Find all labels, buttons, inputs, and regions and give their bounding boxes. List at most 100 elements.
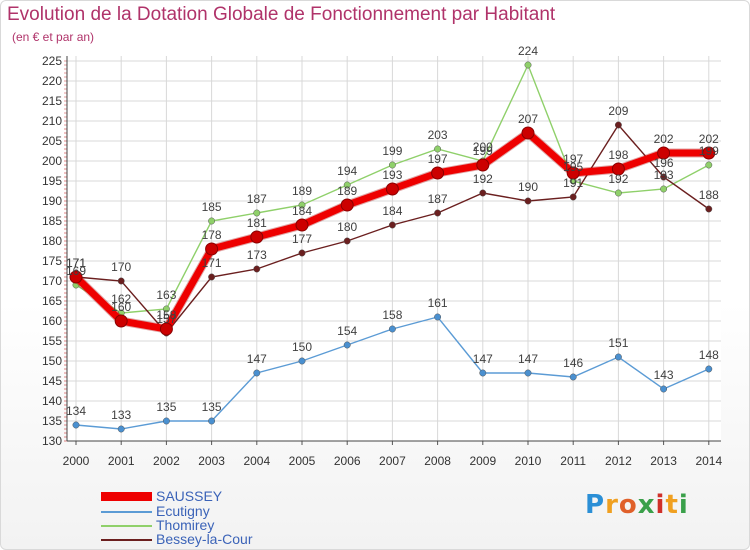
x-tick-label: 2007 (379, 454, 406, 468)
y-tick-label: 140 (42, 394, 62, 408)
data-point-ecutigny (253, 369, 261, 377)
data-point-saussey (250, 230, 264, 244)
data-label-bessey-la-cour: 196 (654, 156, 674, 170)
data-point-bessey-la-cour (660, 173, 668, 181)
data-point-bessey-la-cour (614, 121, 622, 129)
data-point-saussey (295, 218, 309, 232)
data-point-bessey-la-cour (388, 221, 396, 229)
data-label-thomirey: 203 (428, 128, 448, 142)
data-label-bessey-la-cour: 170 (111, 260, 131, 274)
data-label-ecutigny: 148 (699, 348, 719, 362)
data-point-saussey (566, 166, 580, 180)
legend-swatch-bessey-la-cour (101, 539, 152, 541)
y-tick-label: 215 (42, 94, 62, 108)
data-point-thomirey (343, 181, 351, 189)
data-point-saussey (340, 198, 354, 212)
data-point-bessey-la-cour (524, 197, 532, 205)
data-point-saussey (69, 270, 83, 284)
data-label-thomirey: 193 (654, 168, 674, 182)
logo-letter: r (605, 490, 619, 520)
data-point-ecutigny (388, 325, 396, 333)
data-label-thomirey: 199 (699, 144, 719, 158)
y-tick-label: 210 (42, 114, 62, 128)
data-label-thomirey: 187 (247, 192, 267, 206)
data-label-bessey-la-cour: 180 (337, 220, 357, 234)
x-tick-label: 2006 (334, 454, 361, 468)
data-point-ecutigny (705, 365, 713, 373)
data-point-saussey (611, 162, 625, 176)
x-tick-label: 2002 (153, 454, 180, 468)
data-label-bessey-la-cour: 192 (473, 172, 493, 186)
data-label-bessey-la-cour: 184 (382, 204, 402, 218)
data-point-bessey-la-cour (298, 249, 306, 257)
data-point-bessey-la-cour (117, 277, 125, 285)
data-label-thomirey: 185 (202, 200, 222, 214)
data-label-bessey-la-cour: 191 (563, 176, 583, 190)
logo-letter: t (665, 490, 679, 520)
x-tick-label: 2001 (108, 454, 135, 468)
data-point-thomirey (434, 145, 442, 153)
data-label-thomirey: 194 (337, 164, 357, 178)
data-point-ecutigny (208, 417, 216, 425)
data-label-ecutigny: 133 (111, 408, 131, 422)
data-label-saussey: 160 (111, 300, 131, 314)
y-tick-label: 220 (42, 74, 62, 88)
data-label-ecutigny: 150 (292, 340, 312, 354)
x-tick-label: 2004 (243, 454, 270, 468)
y-tick-label: 145 (42, 374, 62, 388)
logo-letter: P (585, 490, 606, 520)
legend-label-thomirey: Thomirey (156, 517, 215, 533)
data-point-thomirey (660, 185, 668, 193)
data-point-ecutigny (524, 369, 532, 377)
data-label-thomirey: 189 (292, 184, 312, 198)
data-label-saussey: 198 (608, 148, 628, 162)
data-label-saussey: 193 (382, 168, 402, 182)
logo-letter: i (678, 490, 689, 520)
data-point-thomirey (614, 189, 622, 197)
data-point-bessey-la-cour (569, 193, 577, 201)
x-tick-label: 2008 (424, 454, 451, 468)
x-tick-label: 2010 (515, 454, 542, 468)
data-point-saussey (702, 146, 716, 160)
y-tick-label: 185 (42, 214, 62, 228)
legend-label-bessey-la-cour: Bessey-la-Cour (156, 531, 253, 547)
data-label-thomirey: 195 (563, 160, 583, 174)
chart-subtitle: (en € et par an) (12, 30, 95, 44)
data-point-saussey (657, 146, 671, 160)
data-label-saussey: 197 (563, 152, 583, 166)
data-label-ecutigny: 146 (563, 356, 583, 370)
data-label-ecutigny: 135 (156, 400, 176, 414)
logo-letter: x (637, 490, 656, 520)
data-label-ecutigny: 147 (473, 352, 493, 366)
data-point-ecutigny (479, 369, 487, 377)
data-point-ecutigny (434, 313, 442, 321)
data-label-thomirey: 200 (473, 140, 493, 154)
legend-swatch-thomirey (101, 525, 152, 527)
data-point-thomirey (162, 305, 170, 313)
data-point-saussey (159, 322, 173, 336)
data-label-saussey: 189 (337, 184, 357, 198)
data-label-bessey-la-cour: 171 (66, 256, 86, 270)
data-point-saussey (476, 158, 490, 172)
data-label-bessey-la-cour: 188 (699, 188, 719, 202)
y-tick-label: 180 (42, 234, 62, 248)
logo-letter: o (618, 490, 638, 520)
data-label-ecutigny: 134 (66, 404, 86, 418)
y-tick-label: 130 (42, 434, 62, 448)
data-label-thomirey: 162 (111, 292, 131, 306)
x-tick-label: 2009 (469, 454, 496, 468)
data-point-ecutigny (614, 353, 622, 361)
data-point-ecutigny (569, 373, 577, 381)
y-tick-label: 150 (42, 354, 62, 368)
chart-title: Evolution de la Dotation Globale de Fonc… (7, 4, 556, 25)
data-point-ecutigny (298, 357, 306, 365)
proxiti-logo: Proxiti (585, 490, 689, 520)
data-point-saussey (431, 166, 445, 180)
data-label-ecutigny: 135 (202, 400, 222, 414)
data-point-saussey (521, 126, 535, 140)
x-tick-label: 2011 (560, 454, 586, 468)
data-point-thomirey (208, 217, 216, 225)
x-tick-label: 2013 (650, 454, 677, 468)
